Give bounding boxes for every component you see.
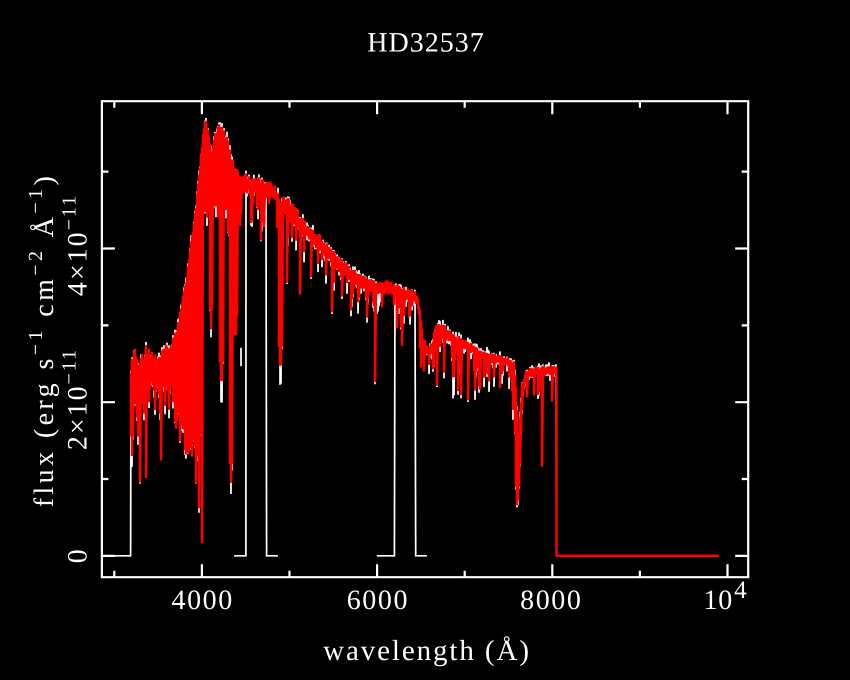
svg-text:8000: 8000	[520, 585, 582, 616]
svg-text:wavelength (Å): wavelength (Å)	[323, 635, 531, 667]
svg-text:HD32537: HD32537	[367, 28, 484, 59]
svg-text:4000: 4000	[171, 585, 233, 616]
svg-text:6000: 6000	[347, 585, 409, 616]
svg-text:flux (erg s−1 cm−2 Å−1): flux (erg s−1 cm−2 Å−1)	[25, 173, 60, 507]
svg-text:0: 0	[63, 548, 94, 563]
